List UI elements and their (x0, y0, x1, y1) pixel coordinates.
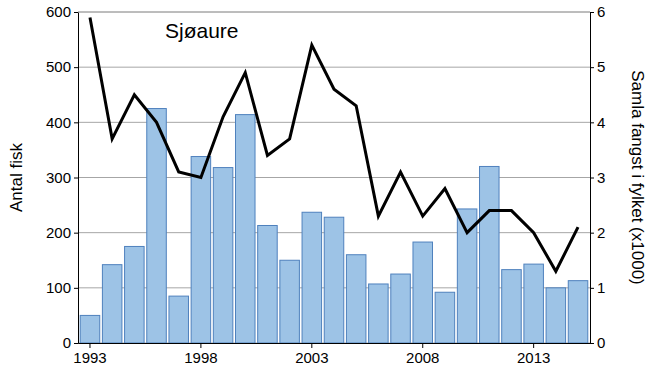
x-tick-label: 2008 (406, 349, 439, 366)
x-tick-mark (311, 343, 312, 348)
y2-tick-mark (590, 122, 594, 123)
y2-tick: 5 (590, 58, 605, 75)
x-tick: 2003 (295, 343, 328, 366)
y-tick-label: 500 (46, 58, 71, 75)
y-tick-mark (74, 122, 78, 123)
y2-tick: 3 (590, 169, 605, 186)
y-tick-mark (74, 233, 78, 234)
y-tick: 100 (46, 279, 78, 296)
y-tick-mark (74, 288, 78, 289)
bar (502, 270, 522, 343)
bar (369, 284, 389, 343)
x-tick-mark (533, 343, 534, 348)
y2-tick-mark (590, 288, 594, 289)
y-axis-line (74, 13, 79, 344)
y-tick-label: 300 (46, 169, 71, 186)
bar (125, 246, 145, 343)
x-tick-mark (200, 343, 201, 348)
bar (236, 115, 256, 343)
y-tick-label: 400 (46, 114, 71, 131)
plot: 1993199820032008201301002003004005006000… (46, 3, 605, 365)
y2-tick: 6 (590, 3, 605, 20)
grid (78, 12, 590, 343)
y2-axis-title: Samla fangst i fylket (x1000) (628, 70, 647, 284)
y2-tick-mark (590, 343, 594, 344)
grid-line (78, 12, 590, 13)
y2-tick-label: 1 (597, 279, 605, 296)
y-tick: 600 (46, 3, 78, 20)
y2-tick-mark (590, 178, 594, 179)
y-tick: 500 (46, 58, 78, 75)
bar (546, 288, 566, 343)
bar (391, 274, 411, 343)
x-tick-mark (422, 343, 423, 348)
y2-tick: 2 (590, 224, 605, 241)
y-tick-mark (74, 67, 78, 68)
y2-tick: 1 (590, 279, 605, 296)
y2-tick-mark (590, 67, 594, 68)
y2-tick-label: 4 (597, 114, 605, 131)
bar (346, 255, 366, 343)
y2-axis-line (591, 13, 595, 344)
bar (457, 209, 477, 343)
x-axis: 1993 1998 2003 2008 2013 (73, 343, 590, 366)
y2-tick: 4 (590, 114, 605, 131)
y-axis-title: Antal fisk (7, 143, 26, 212)
y-tick-label: 600 (46, 3, 71, 20)
bar (480, 166, 500, 343)
grid-line (78, 67, 590, 68)
y-tick: 0 (63, 334, 78, 351)
x-tick-label: 2013 (517, 349, 550, 366)
line (90, 18, 578, 272)
bar (280, 260, 300, 343)
x-axis-line (79, 343, 591, 344)
y-tick-mark (74, 343, 78, 344)
y2-tick-label: 2 (597, 224, 605, 241)
bar (435, 292, 455, 343)
y2-tick: 0 (590, 334, 605, 351)
bar (324, 217, 344, 343)
x-tick: 1993 (73, 343, 106, 366)
x-tick-label: 1998 (184, 349, 217, 366)
y2-tick-mark (590, 12, 594, 13)
y2-axis: 0 1 2 3 4 5 6 (590, 3, 605, 351)
title: Sjøaure (165, 19, 239, 42)
bar (568, 281, 588, 343)
y2-tick-mark (590, 233, 594, 234)
y-axis: 0 100 200 300 400 500 600 (46, 3, 79, 351)
marks (80, 18, 588, 343)
y-tick-mark (74, 178, 78, 179)
y-tick-mark (74, 12, 78, 13)
chart: 1993199820032008201301002003004005006000… (0, 0, 648, 377)
x-tick-mark (89, 343, 90, 348)
bar (102, 265, 122, 343)
bar (80, 315, 100, 343)
bar (413, 242, 433, 343)
frame-top (78, 12, 590, 13)
bar (213, 168, 233, 343)
y-tick: 400 (46, 114, 78, 131)
y2-tick-label: 3 (597, 169, 605, 186)
y-tick-label: 0 (63, 334, 71, 351)
x-tick: 2008 (406, 343, 439, 366)
bar (524, 264, 544, 343)
y2-tick-label: 5 (597, 58, 605, 75)
bar (169, 296, 189, 343)
y2-tick-label: 6 (597, 3, 605, 20)
y-tick-label: 100 (46, 279, 71, 296)
x-tick: 2013 (517, 343, 550, 366)
bar (191, 157, 211, 343)
y-tick: 200 (46, 224, 78, 241)
y2-tick-label: 0 (597, 334, 605, 351)
x-tick: 1998 (184, 343, 217, 366)
bar (147, 109, 167, 343)
y-tick-label: 200 (46, 224, 71, 241)
x-tick-label: 2003 (295, 349, 328, 366)
bar (258, 225, 278, 343)
y-tick: 300 (46, 169, 78, 186)
bar (302, 212, 322, 343)
x-tick-label: 1993 (73, 349, 106, 366)
